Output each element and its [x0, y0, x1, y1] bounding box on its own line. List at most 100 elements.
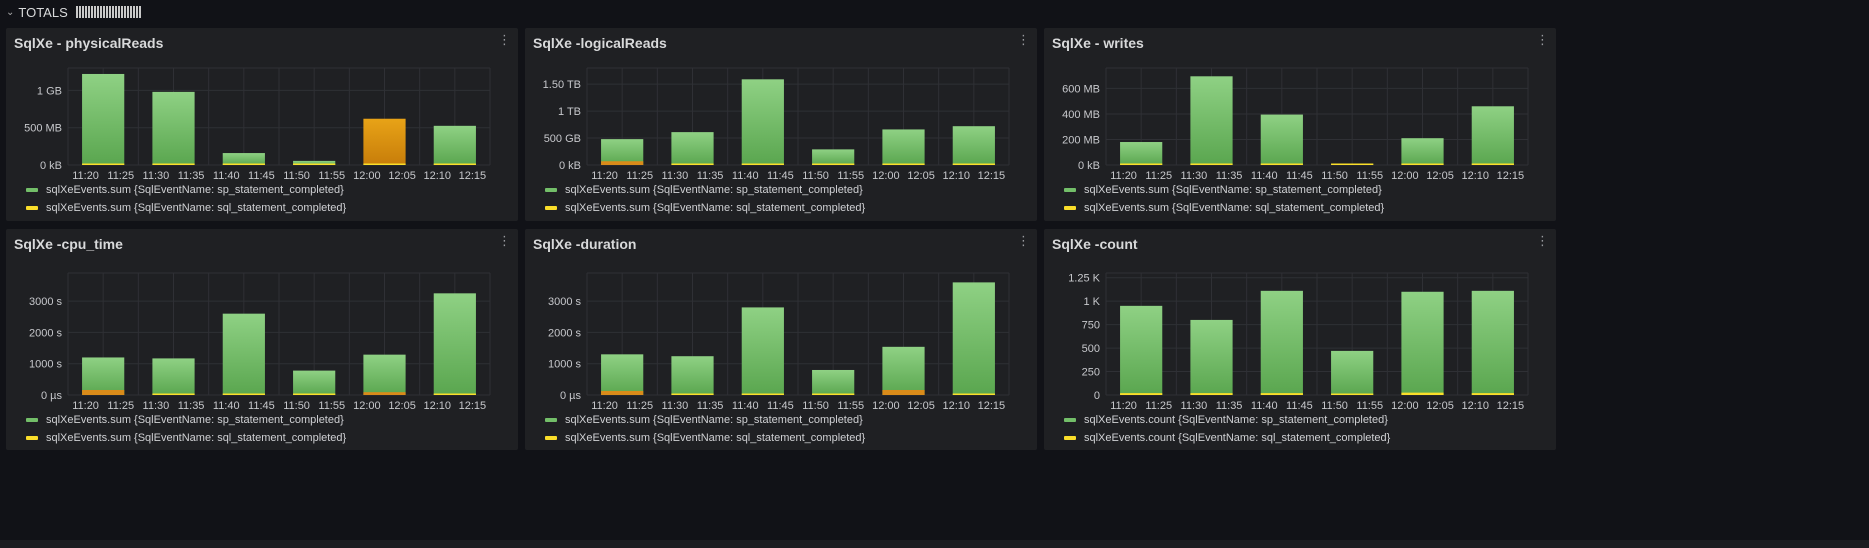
bar-sp-statement[interactable]	[741, 79, 784, 165]
panel-0[interactable]: SqlXe - physicalReads ⋮ 0 kB 500 MB 1 GB 11:2…	[6, 28, 518, 221]
legend-item[interactable]: sqlXeEvents.count {SqlEventName: sp_stat…	[1064, 411, 1390, 429]
bar-sql-statement[interactable]	[882, 163, 925, 166]
bar-sp-statement[interactable]	[1471, 106, 1514, 165]
panel-title[interactable]: SqlXe - writes	[1052, 35, 1144, 51]
legend-item[interactable]: sqlXeEvents.sum {SqlEventName: sp_statem…	[545, 411, 865, 429]
bar-sql-statement[interactable]	[152, 163, 195, 166]
panel-menu-icon[interactable]: ⋮	[1017, 32, 1030, 47]
bar-sp-statement[interactable]	[1331, 350, 1374, 395]
legend-item[interactable]: sqlXeEvents.sum {SqlEventName: sp_statem…	[1064, 181, 1384, 199]
panel-title[interactable]: SqlXe -count	[1052, 236, 1138, 252]
panel-menu-icon[interactable]: ⋮	[1017, 233, 1030, 248]
legend-item[interactable]: sqlXeEvents.sum {SqlEventName: sql_state…	[545, 429, 865, 447]
bar-sp-statement[interactable]	[222, 313, 265, 395]
panel-menu-icon[interactable]: ⋮	[1536, 32, 1549, 47]
bar-sp-statement[interactable]	[1190, 76, 1233, 165]
bar-sql-statement[interactable]	[1120, 163, 1163, 165]
bar-sp-statement[interactable]	[293, 370, 336, 395]
panel-menu-icon[interactable]: ⋮	[1536, 233, 1549, 248]
bar-sql-statement[interactable]	[82, 163, 125, 166]
bar-sql-statement[interactable]	[152, 393, 195, 396]
legend-item[interactable]: sqlXeEvents.count {SqlEventName: sql_sta…	[1064, 429, 1390, 447]
bar-sql-statement[interactable]	[601, 390, 644, 395]
bar-sql-statement[interactable]	[222, 163, 265, 166]
bar-sp-statement[interactable]	[1471, 290, 1514, 395]
bar-sp-statement[interactable]	[82, 73, 125, 165]
bar-sp-statement[interactable]	[601, 139, 644, 165]
bar-sql-statement[interactable]	[82, 389, 125, 395]
panel-menu-icon[interactable]: ⋮	[498, 233, 511, 248]
bar-sp-statement[interactable]	[1120, 305, 1163, 395]
bar-sp-statement[interactable]	[363, 118, 406, 165]
legend-item[interactable]: sqlXeEvents.sum {SqlEventName: sp_statem…	[26, 181, 346, 199]
bar-sql-statement[interactable]	[671, 163, 714, 166]
bar-sql-statement[interactable]	[1190, 163, 1233, 165]
panel-2[interactable]: SqlXe - writes ⋮ 0 kB 200 MB 400 MB 600 MB 11:…	[1044, 28, 1556, 221]
panel-3[interactable]: SqlXe -cpu_time ⋮ 0 µs 1000 s 2000 s 3000 s 11…	[6, 229, 518, 450]
bar-sql-statement[interactable]	[741, 163, 784, 166]
bar-sql-statement[interactable]	[1331, 393, 1374, 396]
bar-sql-statement[interactable]	[363, 392, 406, 395]
bar-sql-statement[interactable]	[882, 389, 925, 395]
bar-sp-statement[interactable]	[741, 307, 784, 395]
row-header-totals[interactable]: ⌄ TOTALS	[6, 2, 141, 22]
panel-5[interactable]: SqlXe -count ⋮ 0 250 500 750 1 K 1.25 K 11:20 11:…	[1044, 229, 1556, 450]
legend-item[interactable]: sqlXeEvents.sum {SqlEventName: sql_state…	[26, 429, 346, 447]
bar-sql-statement[interactable]	[952, 163, 995, 166]
bar-sql-statement[interactable]	[1120, 393, 1163, 395]
panel-menu-icon[interactable]: ⋮	[498, 32, 511, 47]
bar-sql-statement[interactable]	[1190, 393, 1233, 395]
bar-sql-statement[interactable]	[671, 393, 714, 396]
legend-item[interactable]: sqlXeEvents.sum {SqlEventName: sp_statem…	[26, 411, 346, 429]
bar-sp-statement[interactable]	[82, 357, 125, 395]
chevron-down-icon[interactable]: ⌄	[6, 6, 15, 18]
bar-sp-statement[interactable]	[882, 346, 925, 395]
bar-sp-statement[interactable]	[222, 153, 265, 165]
bar-sp-statement[interactable]	[1190, 319, 1233, 395]
bar-sql-statement[interactable]	[1471, 163, 1514, 165]
bar-sql-statement[interactable]	[1260, 393, 1303, 395]
bar-sql-statement[interactable]	[601, 161, 644, 165]
bar-sp-statement[interactable]	[1401, 138, 1444, 165]
panel-title[interactable]: SqlXe -duration	[533, 236, 637, 252]
bar-sql-statement[interactable]	[741, 393, 784, 396]
bar-sql-statement[interactable]	[1331, 163, 1374, 166]
bar-sql-statement[interactable]	[363, 163, 406, 166]
bar-sp-statement[interactable]	[152, 358, 195, 395]
bar-sp-statement[interactable]	[812, 149, 855, 165]
legend-item[interactable]: sqlXeEvents.sum {SqlEventName: sql_state…	[1064, 199, 1384, 217]
bar-sp-statement[interactable]	[152, 91, 195, 165]
bar-sp-statement[interactable]	[363, 354, 406, 395]
bar-sp-statement[interactable]	[882, 129, 925, 165]
bar-sql-statement[interactable]	[1401, 163, 1444, 166]
bar-sql-statement[interactable]	[293, 163, 336, 166]
bar-sp-statement[interactable]	[812, 369, 855, 395]
bar-sql-statement[interactable]	[1260, 163, 1303, 165]
bar-sql-statement[interactable]	[812, 163, 855, 166]
panel-1[interactable]: SqlXe -logicalReads ⋮ 0 kB 500 GB 1 TB 1.50 T…	[525, 28, 1037, 221]
bar-sp-statement[interactable]	[952, 126, 995, 165]
bar-sql-statement[interactable]	[1471, 393, 1514, 395]
bar-sql-statement[interactable]	[1401, 392, 1444, 395]
panel-title[interactable]: SqlXe -logicalReads	[533, 35, 667, 51]
bar-sql-statement[interactable]	[812, 393, 855, 396]
bar-sp-statement[interactable]	[1260, 114, 1303, 165]
bar-sp-statement[interactable]	[433, 293, 476, 395]
bar-sp-statement[interactable]	[601, 354, 644, 395]
bar-sql-statement[interactable]	[433, 393, 476, 396]
bar-sp-statement[interactable]	[293, 160, 336, 165]
bar-sql-statement[interactable]	[952, 393, 995, 396]
bar-sql-statement[interactable]	[433, 163, 476, 166]
bar-sp-statement[interactable]	[952, 282, 995, 395]
panel-title[interactable]: SqlXe -cpu_time	[14, 236, 123, 252]
bar-sql-statement[interactable]	[222, 393, 265, 396]
legend-item[interactable]: sqlXeEvents.sum {SqlEventName: sql_state…	[545, 199, 865, 217]
bar-sp-statement[interactable]	[1260, 290, 1303, 395]
bar-sp-statement[interactable]	[1120, 142, 1163, 165]
legend-item[interactable]: sqlXeEvents.sum {SqlEventName: sp_statem…	[545, 181, 865, 199]
bar-sp-statement[interactable]	[1401, 291, 1444, 395]
bar-sql-statement[interactable]	[293, 393, 336, 396]
legend-item[interactable]: sqlXeEvents.sum {SqlEventName: sql_state…	[26, 199, 346, 217]
bar-sp-statement[interactable]	[433, 125, 476, 165]
panel-title[interactable]: SqlXe - physicalReads	[14, 35, 164, 51]
